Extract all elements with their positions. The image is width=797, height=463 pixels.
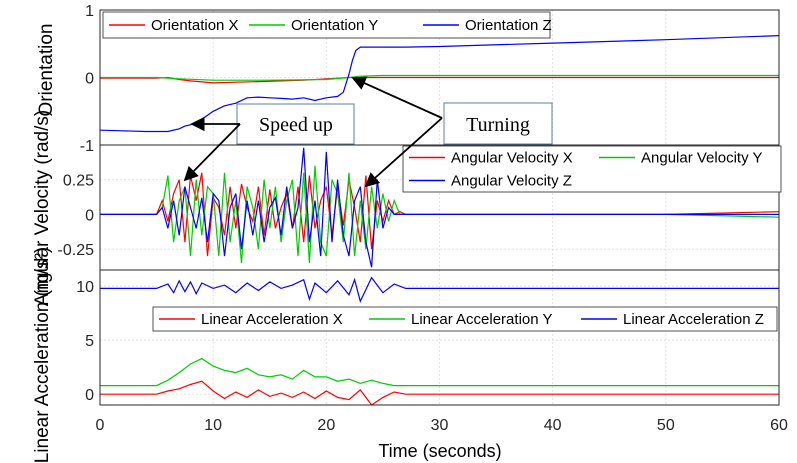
annotation-arrows bbox=[183, 76, 443, 188]
series-line bbox=[100, 74, 779, 81]
legend-label: Angular Velocity Z bbox=[451, 173, 572, 190]
y-tick-label: 0 bbox=[85, 71, 94, 88]
annotation-speed-up-text: Speed up bbox=[259, 114, 333, 136]
x-tick-label: 10 bbox=[204, 417, 222, 434]
x-tick-label: 30 bbox=[431, 417, 449, 434]
series-line bbox=[100, 380, 779, 405]
legend-box bbox=[102, 11, 551, 39]
annotation-arrow bbox=[364, 117, 443, 188]
x-tick-label: 60 bbox=[770, 417, 788, 434]
annotation-turning-box bbox=[443, 102, 553, 145]
angular-velocity-ylabel: Angular Velocity (rad/s) bbox=[32, 110, 53, 306]
legend-box bbox=[402, 145, 782, 193]
series-line bbox=[100, 35, 779, 133]
legend-label: Linear Acceleration X bbox=[201, 311, 343, 328]
series-line bbox=[100, 165, 779, 264]
y-tick-label: 10 bbox=[76, 279, 94, 296]
y-tick-label: 0 bbox=[85, 207, 94, 224]
legend-label: Orientation Z bbox=[465, 17, 552, 34]
y-tick-label: 0.25 bbox=[63, 173, 94, 190]
y-tick-label: 0 bbox=[85, 387, 94, 404]
series-line bbox=[100, 357, 779, 387]
legend-label: Angular Velocity X bbox=[451, 150, 573, 167]
series-line bbox=[100, 147, 779, 268]
annotation-turning-text: Turning bbox=[466, 114, 530, 136]
legend-label: Orientation Y bbox=[291, 17, 378, 34]
y-tick-label: 5 bbox=[85, 333, 94, 350]
orientation-ylabel: Orientation bbox=[36, 24, 57, 117]
annotation-turning: Turning bbox=[443, 102, 553, 145]
y-tick-label: -0.25 bbox=[58, 242, 95, 259]
axes-box bbox=[99, 269, 780, 406]
annotation-speed-up: Speed up bbox=[236, 103, 355, 145]
y-tick-label: 1 bbox=[85, 3, 94, 20]
linear-acceleration-ylabel: Linear Acceleration (m/s²) bbox=[32, 247, 53, 463]
legend-label: Orientation X bbox=[151, 17, 239, 34]
legend-box bbox=[152, 306, 778, 332]
series-line bbox=[100, 276, 779, 304]
legend-label: Angular Velocity Y bbox=[641, 150, 762, 167]
legend-label: Linear Acceleration Z bbox=[623, 311, 764, 328]
x-tick-label: 0 bbox=[96, 417, 105, 434]
x-tick-label: 20 bbox=[317, 417, 335, 434]
legend-label: Linear Acceleration Y bbox=[411, 311, 552, 328]
x-tick-label: 50 bbox=[657, 417, 675, 434]
y-tick-label: -1 bbox=[80, 138, 94, 155]
annotation-arrow bbox=[183, 123, 241, 182]
annotation-arrow bbox=[351, 76, 443, 119]
x-axis-label: Time (seconds) bbox=[378, 441, 501, 461]
x-tick-label: 40 bbox=[544, 417, 562, 434]
